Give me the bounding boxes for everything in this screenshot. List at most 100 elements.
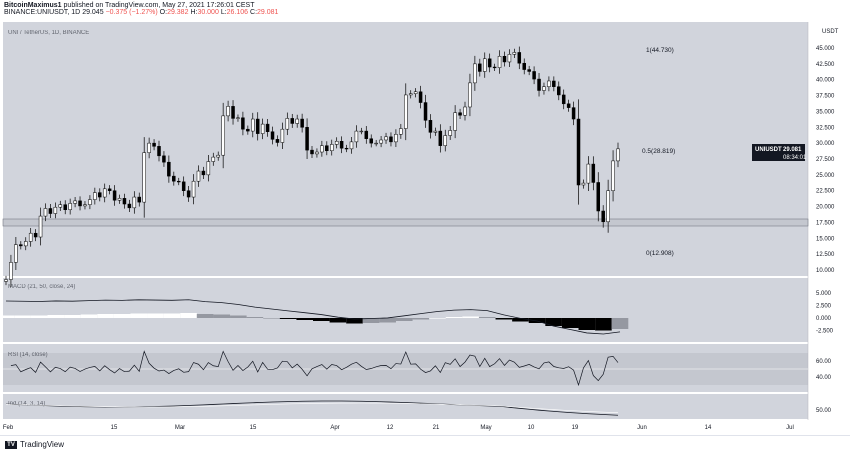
candle bbox=[300, 118, 304, 128]
candle bbox=[285, 118, 290, 130]
author-name: BitcoinMaximus1 bbox=[4, 2, 62, 9]
candle bbox=[152, 142, 156, 147]
candle bbox=[601, 210, 605, 223]
candle bbox=[4, 279, 8, 282]
candle bbox=[413, 91, 418, 94]
price-tick-label: 25.000 bbox=[816, 173, 835, 179]
candle bbox=[532, 71, 536, 80]
candle bbox=[552, 80, 556, 87]
candle bbox=[88, 199, 92, 205]
candle bbox=[325, 145, 329, 152]
candle bbox=[359, 130, 364, 133]
time-tick-label: Jul bbox=[786, 425, 794, 431]
candle bbox=[389, 136, 393, 143]
candle bbox=[127, 203, 132, 209]
price-tick-label: 10.000 bbox=[816, 268, 835, 274]
candle bbox=[433, 130, 438, 133]
macd-histogram-bar bbox=[346, 318, 363, 324]
candle bbox=[320, 145, 324, 153]
time-tick-label: Apr bbox=[330, 425, 339, 431]
candle bbox=[581, 182, 586, 186]
candle bbox=[102, 188, 107, 198]
price-tick-label: 12.500 bbox=[816, 252, 835, 258]
macd-histogram-bar bbox=[561, 318, 579, 328]
macd-histogram-bar bbox=[595, 318, 612, 331]
candle bbox=[329, 144, 334, 152]
candle bbox=[576, 118, 581, 186]
price-tick-label: 15.000 bbox=[816, 236, 835, 242]
macd-histogram-bar bbox=[412, 318, 430, 320]
candle bbox=[172, 175, 176, 182]
fib-label-top: 1(44.730) bbox=[646, 47, 674, 54]
candle bbox=[344, 147, 349, 150]
macd-line bbox=[5, 299, 621, 335]
candle bbox=[98, 192, 102, 198]
candle bbox=[43, 208, 48, 217]
price-change: −0.375 (−1.27%) bbox=[105, 9, 158, 16]
macd-histogram-bar bbox=[395, 318, 413, 321]
tradingview-logo[interactable]: TV TradingView bbox=[5, 440, 64, 449]
candle bbox=[280, 128, 285, 143]
candle bbox=[157, 146, 161, 157]
macd-panel-bg bbox=[3, 278, 808, 342]
candle bbox=[14, 244, 18, 263]
candle bbox=[458, 112, 462, 116]
brand-name: TradingView bbox=[20, 440, 65, 449]
time-tick-label: 15 bbox=[250, 425, 257, 431]
macd-histogram-bar bbox=[196, 314, 214, 318]
candle bbox=[586, 163, 591, 184]
candle bbox=[384, 136, 388, 141]
candle bbox=[226, 106, 230, 117]
candle bbox=[482, 58, 487, 72]
candle bbox=[537, 78, 541, 91]
candle bbox=[137, 196, 142, 203]
candle bbox=[83, 204, 87, 207]
c-label: C: bbox=[250, 9, 258, 16]
c-value: 29.081 bbox=[257, 9, 279, 16]
price-tick-label: 42.500 bbox=[816, 62, 835, 68]
macd-series bbox=[0, 299, 629, 335]
candle bbox=[265, 123, 270, 132]
candle bbox=[132, 196, 137, 209]
candle bbox=[522, 62, 526, 70]
candle bbox=[181, 181, 186, 191]
candle bbox=[517, 52, 522, 64]
price-tick-label: 35.000 bbox=[816, 109, 835, 115]
fib-label-mid: 0.5(28.819) bbox=[642, 148, 675, 155]
candle bbox=[73, 200, 77, 204]
macd-histogram-bar bbox=[329, 318, 347, 323]
candle bbox=[487, 58, 492, 68]
time-tick-label: 12 bbox=[387, 425, 394, 431]
macd-legend: MACD (21, 50, close, 24) bbox=[8, 284, 75, 290]
macd-histogram-bar bbox=[0, 315, 15, 318]
candle bbox=[404, 94, 408, 129]
time-tick-label: Feb bbox=[3, 425, 14, 431]
price-tick-label: 30.000 bbox=[816, 141, 835, 147]
candle bbox=[93, 192, 97, 200]
candle bbox=[349, 141, 354, 150]
third-line-b bbox=[5, 402, 619, 413]
candle bbox=[354, 130, 359, 143]
candle bbox=[112, 190, 117, 201]
macd-tick-label: 2.500 bbox=[816, 304, 832, 310]
candle bbox=[176, 180, 181, 183]
rsi-line bbox=[10, 350, 619, 387]
rsi-tick-label: 40.00 bbox=[816, 375, 832, 381]
candle bbox=[167, 161, 171, 177]
candle bbox=[270, 131, 275, 140]
candle bbox=[33, 232, 38, 238]
candle bbox=[364, 130, 369, 139]
candle bbox=[418, 91, 423, 103]
candle bbox=[48, 208, 53, 214]
candle bbox=[53, 206, 58, 214]
candle bbox=[542, 86, 546, 91]
candle bbox=[438, 130, 443, 146]
price-tick-label: 27.500 bbox=[816, 157, 835, 163]
o-value: 29.382 bbox=[167, 9, 189, 16]
macd-histogram-bar bbox=[113, 314, 131, 318]
candle bbox=[122, 198, 127, 205]
macd-axis: 5.000 2.500 0.000 -2.500 bbox=[816, 291, 834, 335]
candle bbox=[478, 63, 482, 72]
macd-histogram-bar bbox=[230, 315, 247, 318]
